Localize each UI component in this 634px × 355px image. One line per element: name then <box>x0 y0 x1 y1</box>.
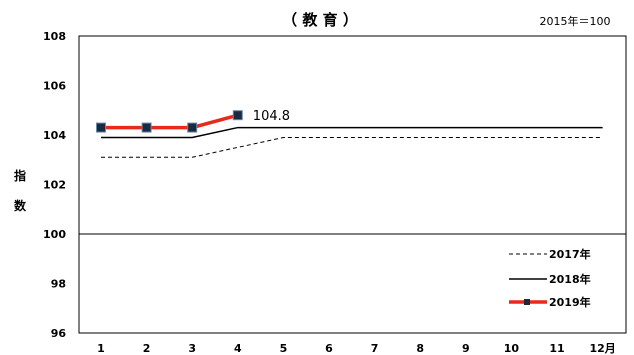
series-marker-2019 <box>141 122 152 133</box>
x-tick-label: 9 <box>462 342 470 355</box>
x-tick-label: 7 <box>371 342 379 355</box>
series-line-2019 <box>101 113 239 130</box>
series-line-2018 <box>101 126 603 139</box>
x-tick-label: 10 <box>504 342 520 355</box>
x-tick-label: 12月 <box>589 342 615 355</box>
x-tick-label: 3 <box>188 342 196 355</box>
data-label: 104.8 <box>253 109 290 124</box>
y-tick-label: 106 <box>43 80 66 93</box>
series-marker-2019 <box>232 110 243 121</box>
x-tick-label: 4 <box>234 342 242 355</box>
legend: 2017年 2018年 2019年 <box>509 247 591 309</box>
x-tick-label: 5 <box>280 342 288 355</box>
x-tick-label: 8 <box>416 342 424 355</box>
x-tick-label: 2 <box>143 342 151 355</box>
legend-label-2018: 2018年 <box>549 272 591 286</box>
y-tick-label: 104 <box>43 129 66 142</box>
plot-area <box>78 35 627 334</box>
y-tick-label: 102 <box>43 179 66 192</box>
x-tick-label: 1 <box>97 342 105 355</box>
y-tick-label: 98 <box>51 278 66 291</box>
series-marker-2019 <box>187 122 198 133</box>
y-axis-ticks: 96 98 100 102 104 106 108 <box>43 30 66 340</box>
y-tick-label: 108 <box>43 30 66 43</box>
x-tick-label: 11 <box>549 342 564 355</box>
data-labels: 104.8 <box>253 109 290 124</box>
y-tick-label: 100 <box>43 228 66 241</box>
legend-marker-2019 <box>524 299 530 305</box>
x-tick-label: 6 <box>325 342 333 355</box>
base-year-note: 2015年＝100 <box>540 14 611 28</box>
series-group <box>79 110 626 235</box>
series-line-2017 <box>101 136 603 158</box>
y-tick-label: 96 <box>51 327 67 340</box>
y-axis-label: 指数 <box>14 168 27 213</box>
legend-label-2019: 2019年 <box>549 295 591 309</box>
chart-title: （ 教 育 ） <box>282 11 358 29</box>
legend-label-2017: 2017年 <box>549 247 591 261</box>
x-axis-ticks: 1 2 3 4 5 6 7 8 9 10 11 12月 <box>97 342 616 355</box>
series-marker-2019 <box>96 122 106 133</box>
